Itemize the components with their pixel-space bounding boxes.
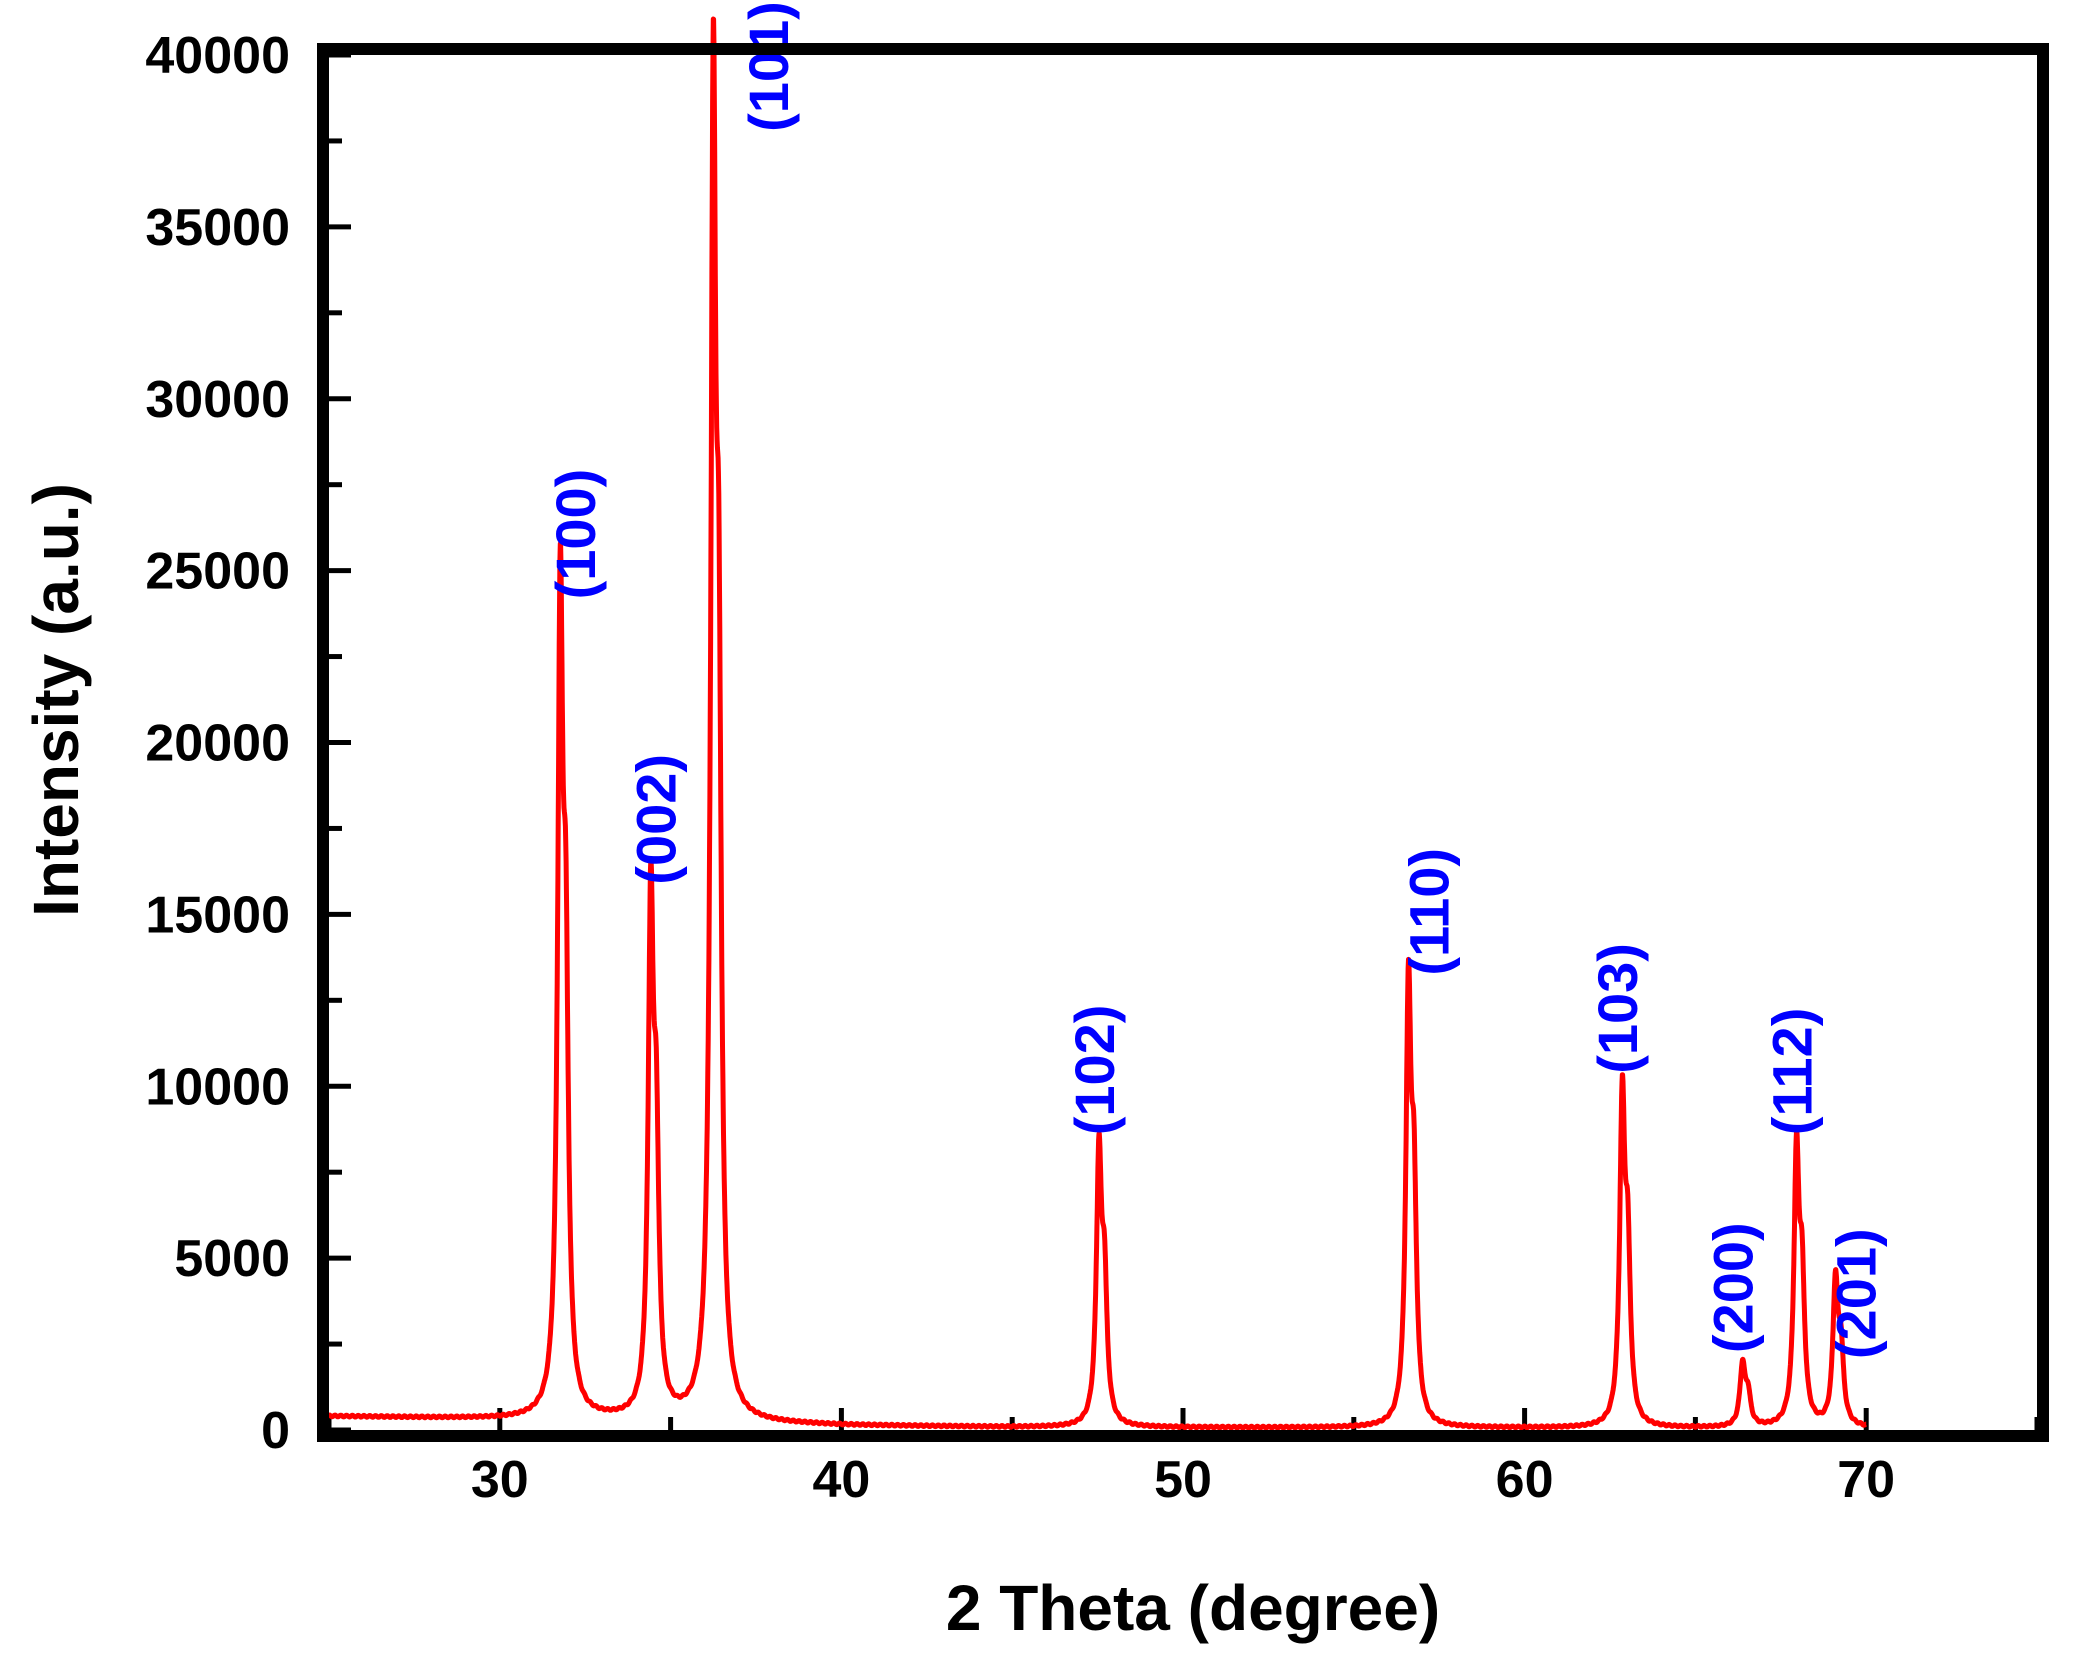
peak-labels: (100) (002) (101) (102) (110) (103) (200) (112)… [544,1,1887,1359]
y-tick-label-15000: 15000 [145,886,290,944]
xrd-pattern-line [326,16,1869,1431]
y-axis-title: Intensity (a.u.) [20,483,92,917]
y-tick-label-30000: 30000 [145,371,290,429]
peak-label-002: (002) [625,754,688,885]
y-tick-label-25000: 25000 [145,543,290,601]
peak-label-112: (112) [1760,1008,1823,1136]
x-tick-label-50: 50 [1154,1451,1212,1509]
y-tick-label-40000: 40000 [145,27,290,85]
peak-label-200: (200) [1701,1222,1764,1353]
peak-label-103: (103) [1586,943,1649,1074]
peak-label-201: (201) [1824,1228,1887,1359]
y-tick-labels: 0 5000 10000 15000 20000 25000 30000 35000 40000 [145,27,290,1460]
peak-label-110: (110) [1397,848,1460,976]
x-tick-label-40: 40 [812,1451,870,1509]
y-tick-label-20000: 20000 [145,715,290,773]
x-tick-label-60: 60 [1496,1451,1554,1509]
y-tick-label-0: 0 [261,1402,290,1460]
y-tick-label-35000: 35000 [145,199,290,257]
plot-frame [317,43,2049,1442]
x-tick-labels: 30 40 50 60 70 [471,1451,1895,1509]
x-axis-title: 2 Theta (degree) [946,1572,1440,1644]
axis-ticks [326,52,2040,1433]
peak-label-101: (101) [737,1,800,132]
peak-label-102: (102) [1063,1005,1126,1136]
x-tick-label-30: 30 [471,1451,529,1509]
y-tick-label-5000: 5000 [174,1230,290,1288]
x-tick-label-70: 70 [1837,1451,1895,1509]
y-tick-label-10000: 10000 [145,1058,290,1116]
peak-label-100: (100) [544,469,607,600]
